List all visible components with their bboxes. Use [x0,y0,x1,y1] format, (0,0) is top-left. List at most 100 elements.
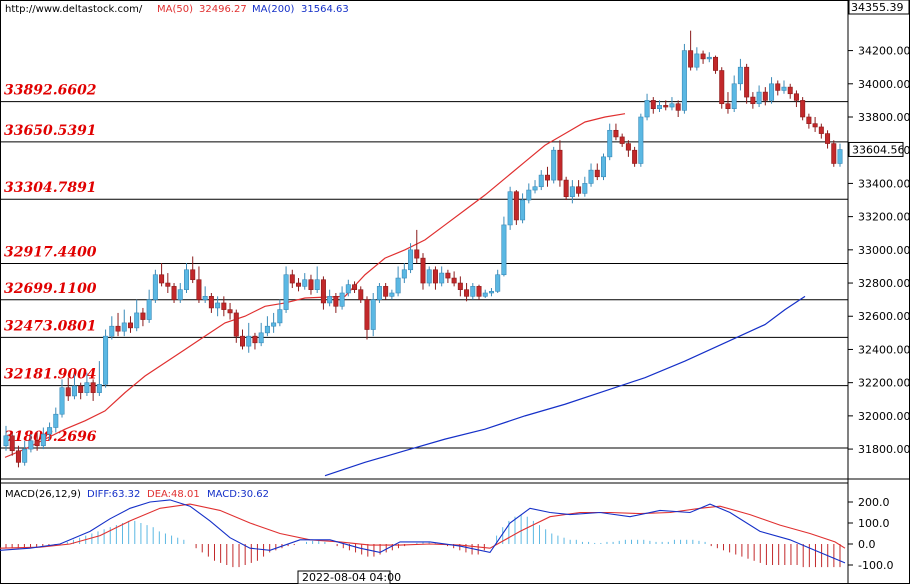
candle-body [320,279,326,304]
time-label: 2022-08-04 04:00 [302,571,401,584]
candle-body [3,435,9,447]
candle-body [700,53,706,60]
candle-body [420,257,426,284]
candle-body [159,274,165,284]
candle-body [488,291,494,294]
macd-dea-value: DEA:48.01 [147,489,200,500]
candle-body [520,199,526,221]
y-tick-label: 32800.00 [858,277,910,290]
candle-body [109,325,115,337]
candle-body [314,279,320,290]
candle-body [401,269,407,279]
candle-body [719,70,725,105]
y-tick-label: 31800.00 [858,443,910,456]
candle-body [208,296,214,309]
candle-body [414,249,420,259]
candle-body [389,292,395,297]
y-tick-label: 32400.00 [858,343,910,356]
candle-body [781,86,787,91]
candle-body [190,269,196,281]
y-tick-label: 33000.00 [858,244,910,257]
candle-body [227,309,233,314]
candle-body [40,433,46,447]
price-axis-top-label: 34355.39 [851,1,904,14]
level-label: 32181.9004 [4,367,97,383]
candle-body [432,269,438,284]
candle-body [750,96,756,105]
candle-body [725,103,731,109]
candle-body [53,413,59,428]
candle-body [576,186,582,194]
ma50-label: MA(50) [157,4,193,15]
candle-body [177,289,183,300]
candle-body [445,272,451,279]
candle-body [364,299,370,330]
y-tick-label: 33200.00 [858,211,910,224]
candle-body [84,382,90,393]
candle-body [470,286,476,297]
candle-body [650,100,656,109]
candle-body [283,274,289,310]
candle-body [495,274,501,292]
candle-body [165,282,171,287]
candle-body [339,292,345,307]
y-tick-label: 32200.00 [858,377,910,390]
candle-body [146,299,152,320]
candle-body [544,174,550,181]
candle-body [202,296,208,300]
candle-body [47,427,53,435]
candle-body [308,279,314,290]
candle-body [426,269,432,284]
candle-body [240,335,246,347]
candle-body [775,83,781,91]
ma200-label: MA(200) [252,4,294,15]
candle-body [625,143,631,151]
candle-body [663,105,669,108]
candle-body [600,156,606,178]
ma50-value: 32496.27 [199,4,247,15]
current-price-label: 33604.56 [852,143,905,156]
candle-body [513,191,519,221]
candle-body [756,91,762,105]
candle-body [831,143,837,164]
ma50-line [4,113,626,458]
level-label: 33892.6602 [4,83,97,99]
y-tick-label: 32000.00 [858,410,910,423]
y-tick-label: 33800.00 [858,111,910,124]
candle-body [793,93,799,101]
candle-body [9,435,15,452]
candle-body [706,56,712,60]
candle-body [837,149,843,164]
candle-body [476,286,482,297]
candle-body [787,86,793,95]
macd-macd-value: MACD:30.62 [207,489,269,500]
candle-body [744,66,750,98]
candle-body [140,312,146,320]
candle-body [252,335,258,344]
candle-body [395,277,401,294]
candle-body [551,149,557,181]
candle-body [171,286,177,300]
level-label: 32473.0801 [4,318,97,334]
candle-body [383,286,389,297]
candle-body [694,53,700,68]
y-tick-label: 33400.00 [858,177,910,190]
candle-body [439,272,445,284]
candle-body [196,279,202,300]
candle-body [451,277,457,284]
candle-body [675,103,681,111]
candle-body [613,129,619,138]
candle-body [78,385,84,393]
candle-body [657,105,663,109]
candle-body [246,335,252,347]
candle-body [769,83,775,101]
candle-body [669,103,675,108]
price-axis-top-box [848,0,910,15]
candle-body [302,279,308,287]
candle-body [638,116,644,164]
macd-tick-label: 200.0 [858,496,890,509]
candle-body [28,440,34,450]
candle-body [277,309,283,324]
candle-body [115,325,121,332]
